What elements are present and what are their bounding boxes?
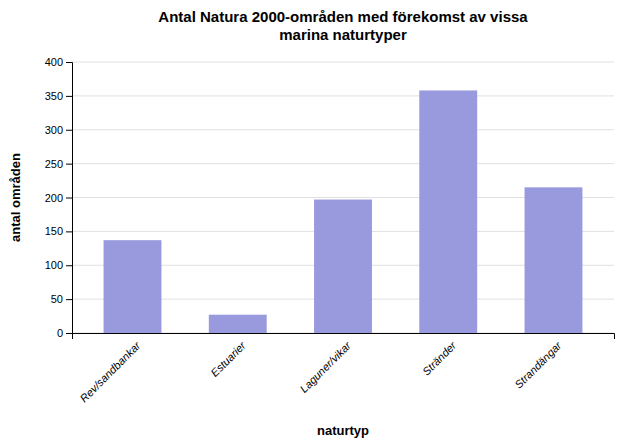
y-tick-label: 300 [45, 124, 63, 136]
x-tick: Laguner/vikar [297, 338, 354, 395]
y-tick: 250 [45, 158, 72, 170]
grid-line [72, 163, 614, 164]
y-tick-mark [66, 130, 72, 131]
bars [104, 90, 583, 333]
grid-line [72, 129, 614, 130]
y-tick: 100 [45, 259, 72, 271]
y-tick-mark [66, 96, 72, 97]
y-axis: 0 50 100 150 200 250 300 350 400 [45, 56, 73, 339]
y-tick-mark [66, 231, 72, 232]
plot: Rev/sandbankar Estuarier Laguner/vikar Strä… [45, 56, 615, 404]
y-tick: 50 [51, 293, 72, 305]
y-tick-label: 0 [57, 327, 63, 339]
y-tick-label: 200 [45, 192, 63, 204]
x-axis: Rev/sandbankar Estuarier Laguner/vikar Strä… [73, 334, 615, 405]
grid [72, 62, 614, 333]
bar [314, 200, 372, 333]
x-tick: Rev/sandbankar [77, 338, 143, 404]
y-tick-mark [66, 299, 72, 300]
bar [525, 187, 583, 333]
x-tick: Stränder [420, 338, 459, 377]
y-tick-mark [66, 198, 72, 199]
y-axis-line [66, 63, 73, 334]
x-tick-label: Estuarier [208, 338, 249, 379]
grid-line [72, 95, 614, 96]
y-tick-label: 400 [45, 56, 63, 68]
x-tick: Estuarier [208, 338, 249, 379]
x-tick-label: Laguner/vikar [297, 338, 354, 395]
bar [419, 90, 477, 333]
x-tick: Strandängar [512, 338, 564, 390]
y-axis-title: antal områden [8, 153, 23, 242]
x-tick-label: Rev/sandbankar [77, 338, 143, 404]
x-axis-title: naturtyp [317, 423, 369, 438]
y-tick-label: 150 [45, 225, 63, 237]
y-tick: 400 [45, 56, 72, 68]
y-tick-label: 250 [45, 158, 63, 170]
y-tick-mark [66, 265, 72, 266]
y-tick: 350 [45, 90, 72, 102]
bar [104, 240, 162, 333]
x-axis-line [73, 334, 615, 340]
y-tick-mark [66, 333, 72, 334]
y-tick-label: 50 [51, 293, 63, 305]
title: Antal Natura 2000-områden med förekomst … [158, 8, 528, 43]
y-tick: 0 [57, 327, 72, 339]
x-tick-label: Strandängar [512, 338, 564, 390]
y-tick: 200 [45, 192, 72, 204]
y-tick: 150 [45, 225, 72, 237]
y-tick-mark [66, 164, 72, 165]
chart-container: Rev/sandbankar Estuarier Laguner/vikar Strä… [0, 0, 634, 445]
x-tick-label: Stränder [420, 338, 459, 377]
y-tick-label: 100 [45, 259, 63, 271]
y-tick-mark [66, 62, 72, 63]
bar [209, 315, 267, 333]
chart: Rev/sandbankar Estuarier Laguner/vikar Strä… [0, 0, 634, 445]
grid-line [72, 62, 614, 63]
y-tick: 300 [45, 124, 72, 136]
y-tick-label: 350 [45, 90, 63, 102]
